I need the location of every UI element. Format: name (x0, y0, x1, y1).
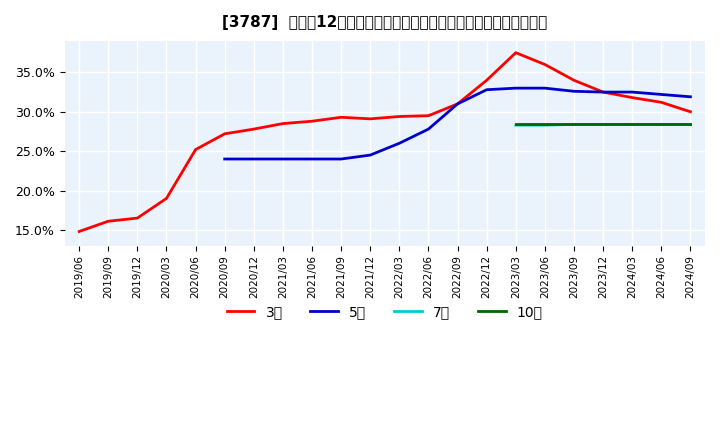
5年 (424, 126, 433, 132)
3年 (657, 100, 666, 105)
5年 (250, 156, 258, 161)
3年 (220, 131, 229, 136)
7年 (511, 122, 520, 128)
3年 (162, 196, 171, 201)
5年 (511, 85, 520, 91)
3年 (628, 95, 636, 100)
3年 (337, 115, 346, 120)
5年 (366, 152, 374, 158)
3年 (395, 114, 404, 119)
3年 (192, 147, 200, 152)
7年 (657, 122, 666, 127)
10年 (686, 122, 695, 127)
Title: [3787]  売上高12か月移動合計の対前年同期増減率の標準偏差の推移: [3787] 売上高12か月移動合計の対前年同期増減率の標準偏差の推移 (222, 15, 547, 30)
5年 (686, 94, 695, 99)
5年 (395, 141, 404, 146)
7年 (570, 122, 578, 127)
3年 (570, 77, 578, 83)
5年 (279, 156, 287, 161)
5年 (454, 101, 462, 106)
5年 (482, 87, 491, 92)
Line: 5年: 5年 (225, 88, 690, 159)
3年 (511, 50, 520, 55)
3年 (366, 116, 374, 121)
3年 (75, 229, 84, 234)
3年 (424, 113, 433, 118)
10年 (628, 122, 636, 127)
3年 (686, 109, 695, 114)
5年 (307, 156, 316, 161)
3年 (250, 126, 258, 132)
5年 (337, 156, 346, 161)
5年 (628, 89, 636, 95)
3年 (307, 118, 316, 124)
7年 (599, 122, 608, 127)
7年 (628, 122, 636, 127)
Legend: 3年, 5年, 7年, 10年: 3年, 5年, 7年, 10年 (221, 300, 549, 325)
10年 (599, 122, 608, 127)
3年 (454, 101, 462, 106)
10年 (570, 122, 578, 127)
7年 (541, 122, 549, 128)
10年 (657, 122, 666, 127)
5年 (657, 92, 666, 97)
3年 (133, 216, 142, 221)
5年 (599, 89, 608, 95)
3年 (541, 62, 549, 67)
10年 (511, 122, 520, 127)
5年 (541, 85, 549, 91)
7年 (686, 122, 695, 127)
5年 (220, 156, 229, 161)
3年 (279, 121, 287, 126)
3年 (599, 89, 608, 95)
3年 (104, 219, 112, 224)
Line: 3年: 3年 (79, 53, 690, 231)
5年 (570, 88, 578, 94)
3年 (482, 77, 491, 83)
10年 (541, 122, 549, 127)
